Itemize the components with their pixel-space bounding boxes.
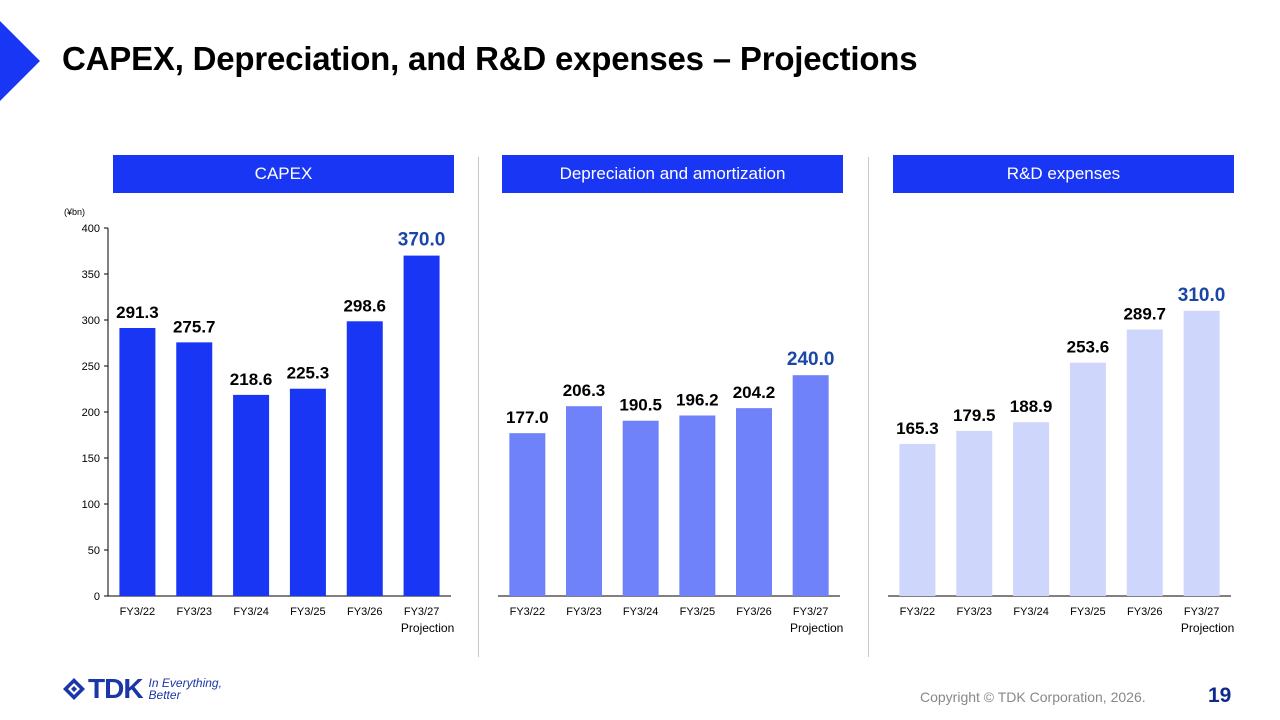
bar — [119, 328, 156, 596]
x-tick-label: FY3/23 — [177, 606, 212, 618]
data-label: 190.5 — [619, 396, 662, 415]
y-tick-label: 0 — [94, 591, 100, 603]
bar — [566, 406, 602, 596]
data-label: 370.0 — [398, 230, 446, 251]
tdk-logo: TDK In Everything, Better — [62, 673, 222, 705]
data-label: 165.3 — [896, 419, 939, 438]
x-tick-label: FY3/27 — [1184, 606, 1219, 618]
x-tick-label: FY3/23 — [566, 606, 601, 618]
data-label: 275.7 — [173, 317, 216, 336]
bar — [509, 433, 546, 596]
title-arrow-decoration — [0, 21, 40, 101]
y-tick-label: 100 — [82, 499, 100, 511]
data-label: 204.2 — [733, 383, 776, 402]
data-label: 253.6 — [1067, 338, 1110, 357]
y-tick-label: 200 — [82, 407, 100, 419]
bar — [1126, 329, 1163, 596]
panel-header-rd: R&D expenses — [893, 155, 1234, 193]
data-label: 177.0 — [506, 408, 549, 427]
data-label: 188.9 — [1010, 397, 1053, 416]
x-tick-label: FY3/25 — [1070, 606, 1105, 618]
data-label: 179.5 — [953, 406, 996, 425]
data-label: 225.3 — [287, 364, 330, 383]
tdk-tagline-line2: Better — [148, 688, 181, 702]
x-tick-label: FY3/24 — [1013, 606, 1048, 618]
y-tick-label: 50 — [88, 545, 100, 557]
x-tick-label: FY3/27 — [793, 606, 828, 618]
data-label: 196.2 — [676, 390, 719, 409]
data-label: 289.7 — [1123, 304, 1166, 323]
x-tick-label: FY3/26 — [347, 606, 382, 618]
panel-divider — [478, 157, 479, 657]
data-label: 218.6 — [230, 370, 273, 389]
bar — [679, 415, 716, 596]
bar — [736, 408, 772, 596]
x-tick-sublabel: Projection — [401, 621, 454, 635]
panel-divider — [868, 157, 869, 657]
x-tick-label: FY3/26 — [1127, 606, 1162, 618]
copyright-text: Copyright © TDK Corporation, 2026. — [920, 689, 1146, 705]
bar — [176, 342, 213, 596]
page-title: CAPEX, Depreciation, and R&D expenses – … — [62, 40, 918, 77]
x-tick-label: FY3/23 — [957, 606, 992, 618]
tdk-logo-icon — [63, 678, 85, 700]
x-tick-sublabel: Projection — [1181, 621, 1234, 635]
bar — [403, 255, 440, 596]
bar — [622, 420, 659, 596]
bar — [1013, 422, 1050, 596]
tdk-tagline: In Everything, Better — [149, 677, 222, 701]
data-label: 310.0 — [1178, 285, 1226, 306]
bar — [792, 375, 829, 596]
y-tick-label: 400 — [82, 223, 100, 235]
x-tick-label: FY3/25 — [680, 606, 715, 618]
bar — [233, 394, 270, 596]
y-unit-label: (¥bn) — [64, 207, 85, 217]
bar — [899, 443, 936, 596]
x-tick-sublabel: Projection — [790, 621, 843, 635]
x-tick-label: FY3/27 — [404, 606, 439, 618]
bar — [289, 388, 326, 596]
page-number: 19 — [1208, 684, 1232, 707]
data-label: 298.6 — [343, 296, 386, 315]
y-tick-label: 150 — [82, 453, 100, 465]
bar — [1069, 362, 1106, 596]
y-tick-label: 250 — [82, 361, 100, 373]
y-tick-label: 350 — [82, 269, 100, 281]
panel-header-capex: CAPEX — [113, 155, 454, 193]
panel-header-depreciation: Depreciation and amortization — [502, 155, 843, 193]
x-tick-label: FY3/22 — [900, 606, 935, 618]
x-tick-label: FY3/25 — [290, 606, 325, 618]
tdk-tagline-line1: In Everything, — [148, 676, 222, 690]
tdk-logo-text: TDK — [88, 673, 144, 704]
bar — [346, 321, 383, 596]
x-tick-label: FY3/24 — [623, 606, 658, 618]
x-tick-label: FY3/22 — [510, 606, 545, 618]
bar — [956, 430, 993, 596]
y-tick-label: 300 — [82, 315, 100, 327]
x-tick-label: FY3/26 — [736, 606, 771, 618]
x-tick-label: FY3/24 — [233, 606, 268, 618]
bar — [1183, 310, 1220, 596]
data-label: 291.3 — [116, 303, 159, 322]
data-label: 240.0 — [787, 349, 835, 370]
x-tick-label: FY3/22 — [120, 606, 155, 618]
data-label: 206.3 — [563, 381, 606, 400]
